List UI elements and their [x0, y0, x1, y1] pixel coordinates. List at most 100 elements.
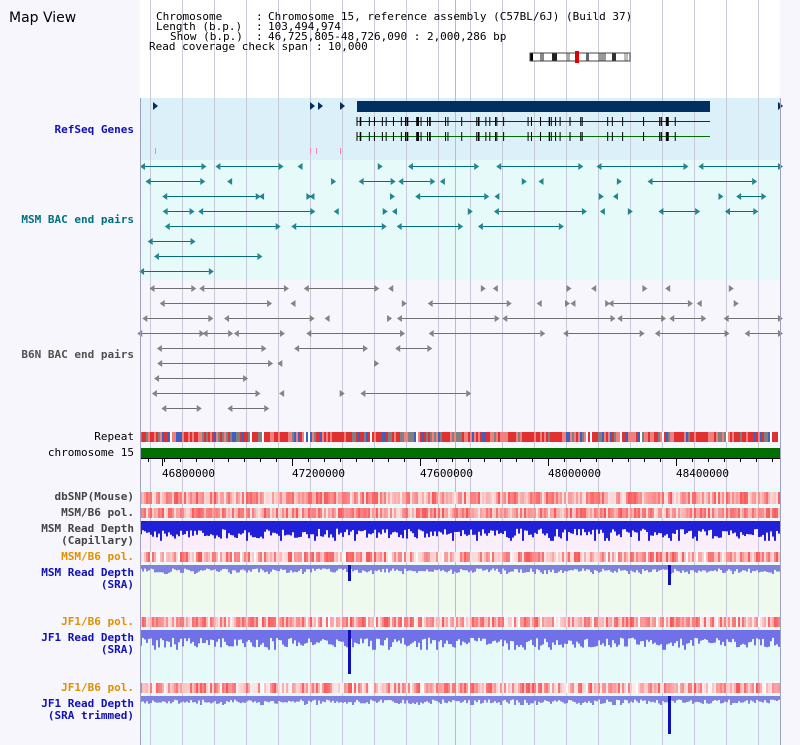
jf1-sra-depth — [262, 630, 264, 643]
msm-b6-pol-heat-2 — [754, 552, 756, 562]
b6n-bac-pair-end — [642, 285, 648, 292]
label-jf1-b6-pol-2[interactable]: JF1/B6 pol. — [61, 681, 134, 694]
msm-bac-pair-end — [227, 178, 233, 185]
jf1-sra-depth — [378, 630, 380, 639]
label-repeat: Repeat — [94, 430, 134, 443]
jf1-b6-pol-heat — [170, 617, 172, 627]
b6n-bac-pair-end — [374, 285, 380, 292]
jf1-b6-pol-heat-2 — [298, 683, 300, 693]
jf1-sra-depth — [270, 630, 272, 638]
msm-b6-pol-heat-2 — [426, 552, 428, 562]
jf1-trim-depth — [714, 696, 716, 700]
jf1-trim-depth — [606, 696, 608, 700]
jf1-b6-pol-heat — [736, 617, 738, 627]
repeat-segment — [538, 432, 540, 442]
jf1-b6-pol-heat-2 — [252, 683, 254, 693]
jf1-trim-depth — [502, 696, 504, 701]
jf1-trim-depth — [520, 696, 522, 705]
label-msm-bac-end-pairs[interactable]: MSM BAC end pairs — [21, 213, 134, 226]
msm-bac-pair-end — [578, 163, 584, 170]
dbsnp-heat — [258, 492, 260, 504]
label-b6n-bac-end-pairs[interactable]: B6N BAC end pairs — [21, 348, 134, 361]
msm-b6-pol-heat-2 — [394, 552, 396, 562]
jf1-sra-depth — [458, 630, 460, 640]
jf1-b6-pol-heat — [468, 617, 470, 627]
jf1-sra-depth — [408, 630, 410, 646]
jf1-b6-pol-heat — [232, 617, 234, 627]
jf1-b6-pol-heat-2 — [214, 683, 216, 693]
label-msm-b6-pol-2[interactable]: MSM/B6 pol. — [61, 550, 134, 563]
jf1-sra-depth — [238, 630, 240, 640]
jf1-b6-pol-heat — [320, 617, 322, 627]
msm-b6-pol-heat-2 — [204, 552, 206, 562]
jf1-sra-depth — [230, 630, 232, 647]
repeat-segment — [184, 432, 186, 442]
gene-arrow — [340, 102, 345, 110]
jf1-trim-depth — [384, 696, 386, 701]
jf1-b6-pol-heat — [148, 617, 150, 627]
jf1-b6-pol-heat — [708, 617, 710, 627]
msm-b6-pol-heat-2 — [578, 552, 580, 562]
msm-sra-depth — [582, 565, 584, 569]
dbsnp-heat — [504, 492, 506, 504]
msm-cap-depth — [154, 521, 156, 532]
jf1-trim-depth — [444, 696, 446, 703]
msm-cap-depth — [478, 521, 480, 532]
msm-b6-pol-heat — [548, 508, 550, 518]
jf1-sra-depth — [202, 630, 204, 644]
repeat-segment — [238, 432, 240, 442]
label-dbsnp[interactable]: dbSNP(Mouse) — [54, 490, 134, 503]
msm-b6-pol-heat-2 — [228, 552, 230, 562]
msm-b6-pol-heat — [382, 508, 384, 518]
dbsnp-heat — [564, 492, 566, 504]
jf1-trim-depth — [636, 696, 638, 702]
jf1-sra-depth — [448, 630, 450, 644]
label-msm-b6-pol-1[interactable]: MSM/B6 pol. — [61, 506, 134, 519]
jf1-b6-pol-heat — [380, 617, 382, 627]
msm-bac-pair-end — [494, 193, 500, 200]
jf1-b6-pol-heat-2 — [664, 683, 666, 693]
label-jf1-read-depth-sra[interactable]: JF1 Read Depth — [41, 631, 134, 644]
label-jf1-read-depth-trimmed[interactable]: JF1 Read Depth — [41, 697, 134, 710]
label-jf1-b6-pol-1[interactable]: JF1/B6 pol. — [61, 615, 134, 628]
jf1-b6-pol-heat-2 — [758, 683, 760, 693]
msm-sra-depth — [516, 565, 518, 570]
jf1-sra-depth — [546, 630, 548, 643]
msm-b6-pol-heat-2 — [738, 552, 740, 562]
label-jf1-read-depth-trimmed-sub: (SRA trimmed) — [47, 709, 134, 722]
dbsnp-heat — [260, 492, 262, 504]
ideogram-band — [552, 53, 557, 61]
repeat-segment — [182, 432, 184, 442]
jf1-b6-pol-heat — [738, 617, 740, 627]
msm-sra-depth — [772, 565, 774, 574]
jf1-trim-depth — [336, 696, 338, 702]
dbsnp-heat — [222, 492, 224, 504]
msm-b6-pol-heat — [378, 508, 380, 518]
label-msm-read-depth-cap[interactable]: MSM Read Depth — [41, 522, 134, 535]
dbsnp-heat — [520, 492, 522, 504]
label-refseq-genes[interactable]: RefSeq Genes — [54, 123, 134, 136]
jf1-sra-depth — [602, 630, 604, 644]
msm-b6-pol-heat — [482, 508, 484, 518]
jf1-b6-pol-heat-2 — [572, 683, 574, 693]
label-msm-read-depth-sra[interactable]: MSM Read Depth — [41, 566, 134, 579]
jf1-b6-pol-heat — [334, 617, 336, 627]
msm-cap-depth — [746, 521, 748, 534]
msm-cap-depth — [274, 521, 276, 533]
msm-b6-pol-heat — [322, 508, 324, 518]
repeat-segment — [366, 432, 368, 442]
msm-b6-pol-heat-2 — [770, 552, 772, 562]
msm-b6-pol-heat-2 — [638, 552, 640, 562]
repeat-segment — [546, 432, 548, 442]
msm-sra-depth — [326, 565, 328, 570]
dbsnp-heat — [386, 492, 388, 504]
msm-b6-pol-heat — [540, 508, 542, 518]
jf1-trim-depth — [640, 696, 642, 700]
repeat-segment — [248, 432, 250, 442]
b6n-bac-pair-end — [199, 285, 205, 292]
repeat-segment — [286, 432, 288, 442]
msm-b6-pol-heat — [560, 508, 562, 518]
msm-b6-pol-heat — [638, 508, 640, 518]
msm-sra-depth — [378, 565, 380, 570]
